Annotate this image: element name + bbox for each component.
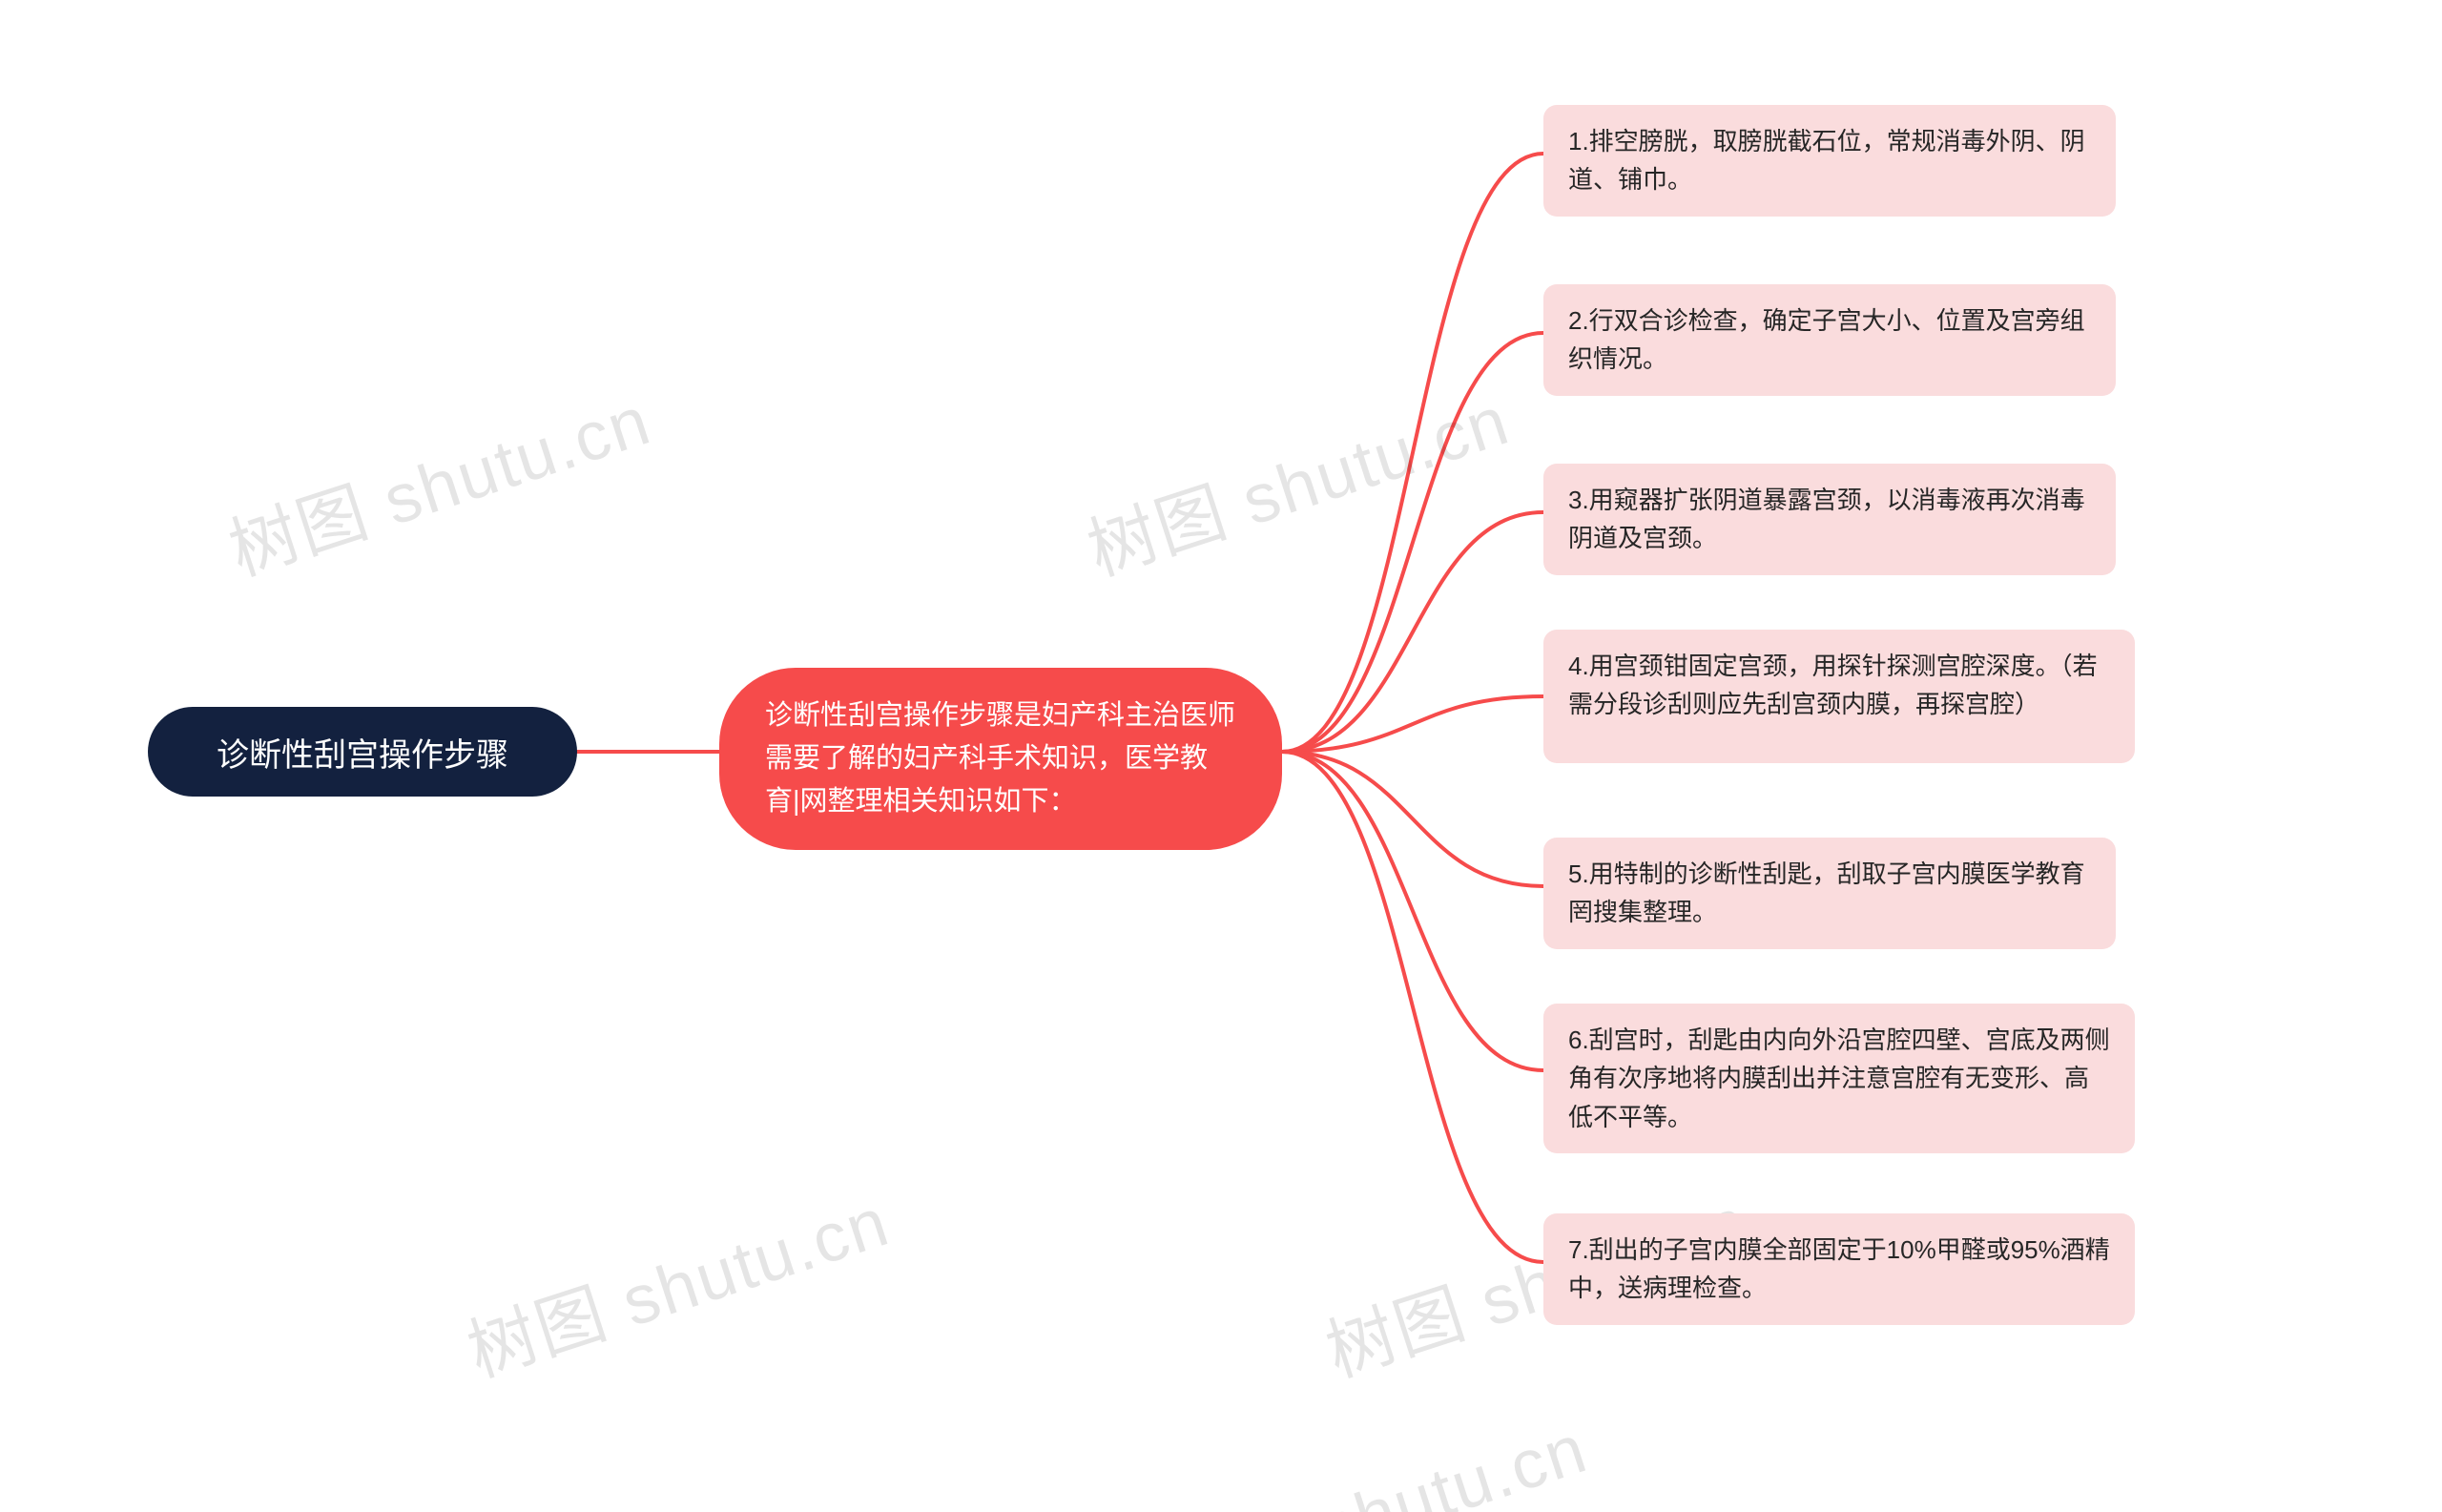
root-label: 诊断性刮宫操作步骤 xyxy=(217,729,508,776)
mindmap-leaf-node: 6.刮宫时，刮匙由内向外沿宫腔四壁、宫底及两侧角有次序地将内膜刮出并注意宫腔有无… xyxy=(1543,1004,2135,1153)
mindmap-middle-node: 诊断性刮宫操作步骤是妇产科主治医师需要了解的妇产科手术知识，医学教育|网整理相关… xyxy=(719,668,1282,850)
leaf-label: 7.刮出的子宫内膜全部固定于10%甲醛或95%酒精中，送病理检查。 xyxy=(1568,1235,2110,1302)
mindmap-leaf-node: 3.用窥器扩张阴道暴露宫颈，以消毒液再次消毒阴道及宫颈。 xyxy=(1543,464,2116,575)
leaf-label: 4.用宫颈钳固定宫颈，用探针探测宫腔深度。（若需分段诊刮则应先刮宫颈内膜，再探宫… xyxy=(1568,652,2098,718)
mindmap-leaf-node: 1.排空膀胱，取膀胱截石位，常规消毒外阴、阴道、铺巾。 xyxy=(1543,105,2116,217)
middle-label: 诊断性刮宫操作步骤是妇产科主治医师需要了解的妇产科手术知识，医学教育|网整理相关… xyxy=(765,694,1236,823)
leaf-label: 3.用窥器扩张阴道暴露宫颈，以消毒液再次消毒阴道及宫颈。 xyxy=(1568,486,2085,552)
leaf-label: 2.行双合诊检查，确定子宫大小、位置及宫旁组织情况。 xyxy=(1568,306,2085,373)
watermark-text: 树图 shutu.cn xyxy=(215,364,661,594)
leaf-label: 5.用特制的诊断性刮匙，刮取子宫内膜医学教育罔搜集整理。 xyxy=(1568,860,2085,926)
leaf-label: 1.排空膀胱，取膀胱截石位，常规消毒外阴、阴道、铺巾。 xyxy=(1568,127,2085,194)
mindmap-leaf-node: 7.刮出的子宫内膜全部固定于10%甲醛或95%酒精中，送病理检查。 xyxy=(1543,1213,2135,1325)
mindmap-leaf-node: 2.行双合诊检查，确定子宫大小、位置及宫旁组织情况。 xyxy=(1543,284,2116,396)
watermark-text: shutu.cn xyxy=(1311,1409,1596,1512)
mindmap-leaf-node: 4.用宫颈钳固定宫颈，用探针探测宫腔深度。（若需分段诊刮则应先刮宫颈内膜，再探宫… xyxy=(1543,630,2135,763)
watermark-text: 树图 shutu.cn xyxy=(453,1166,900,1396)
mindmap-leaf-node: 5.用特制的诊断性刮匙，刮取子宫内膜医学教育罔搜集整理。 xyxy=(1543,838,2116,949)
mindmap-root-node: 诊断性刮宫操作步骤 xyxy=(148,707,577,797)
watermark-text: 树图 shutu.cn xyxy=(1073,364,1520,594)
leaf-label: 6.刮宫时，刮匙由内向外沿宫腔四壁、宫底及两侧角有次序地将内膜刮出并注意宫腔有无… xyxy=(1568,1025,2110,1131)
